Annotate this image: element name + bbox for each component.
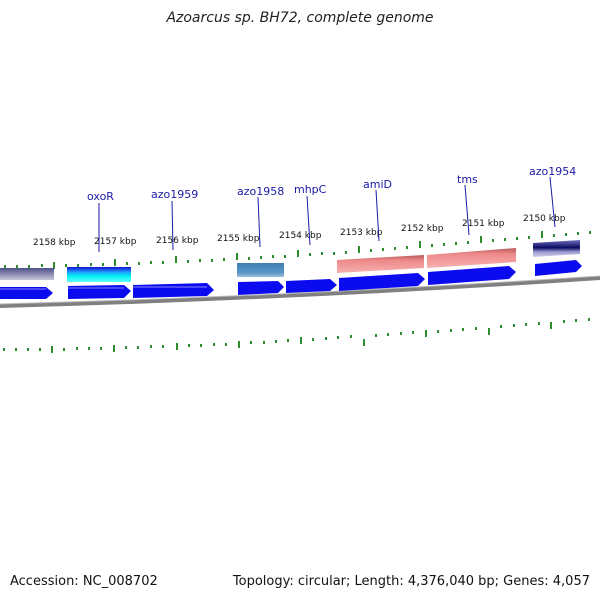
outer-ticks	[4, 231, 591, 269]
kbp-label-2153: 2153 kbp	[340, 228, 383, 238]
genome-summary-text: Topology: circular; Length: 4,376,040 bp…	[232, 574, 590, 589]
gene-label-oxoR: oxoR	[87, 190, 114, 203]
gene-label-azo1954: azo1954	[529, 165, 576, 178]
gene-label-azo1958: azo1958	[237, 185, 284, 198]
kbp-label-2152: 2152 kbp	[401, 224, 444, 234]
gene-arrow-azo1959	[133, 283, 214, 298]
kbp-label-2157: 2157 kbp	[94, 237, 137, 247]
gene-arrow-mhpC	[286, 279, 337, 293]
feature-bar-azo1958	[237, 263, 284, 277]
feature-bar-amiD	[337, 255, 424, 273]
azo1954-leader	[549, 176, 556, 228]
genome-backbone	[0, 276, 600, 308]
azo1958-leader	[257, 196, 261, 248]
amiD-leader	[375, 189, 380, 242]
inner-ticks	[3, 318, 590, 353]
feature-bar-tms	[427, 248, 516, 268]
feature-bar-left-gray	[0, 268, 54, 280]
gene-arrow-amiD	[339, 273, 425, 291]
kbp-label-2155: 2155 kbp	[217, 234, 260, 244]
gene-arrow-azo1958	[238, 281, 284, 295]
gene-arrow-oxoR	[68, 285, 131, 299]
kbp-label-2150: 2150 kbp	[523, 214, 566, 224]
gene-label-tms: tms	[457, 173, 478, 186]
gene-arrow-left	[0, 287, 53, 299]
accession-text: Accession: NC_008702	[10, 574, 158, 589]
map-title: Azoarcus sp. BH72, complete genome	[166, 10, 434, 26]
kbp-label-2158: 2158 kbp	[33, 238, 76, 248]
gene-label-mhpC: mhpC	[294, 183, 327, 196]
feature-bar-azo1954	[533, 240, 580, 257]
mhpC-leader	[306, 195, 311, 246]
tms-leader	[464, 184, 470, 236]
gene-label-azo1959: azo1959	[151, 188, 198, 201]
gene-label-amiD: amiD	[363, 178, 392, 191]
feature-bar-oxoR	[67, 267, 131, 282]
gene-arrow-azo1954	[535, 260, 582, 276]
kbp-label-2154: 2154 kbp	[279, 231, 322, 241]
azo1959-leader	[171, 200, 174, 251]
kbp-label-2151: 2151 kbp	[462, 219, 505, 229]
gene-arrow-tms	[428, 266, 516, 285]
kbp-label-2156: 2156 kbp	[156, 236, 199, 246]
